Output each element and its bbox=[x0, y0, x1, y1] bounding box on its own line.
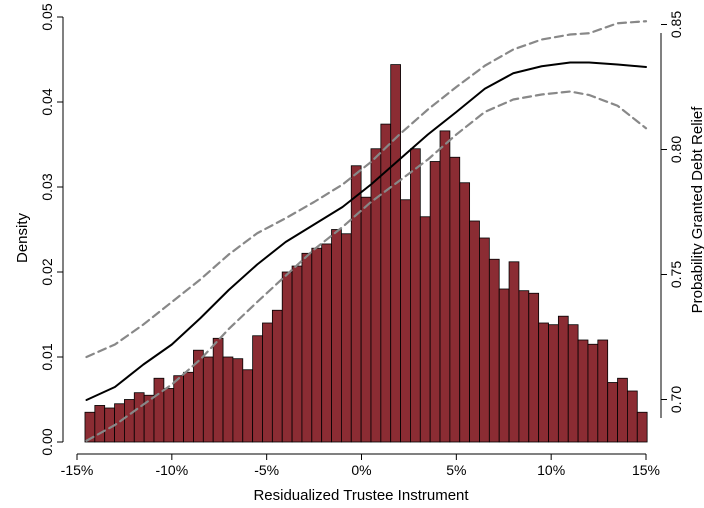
x-tick-label: 0% bbox=[351, 462, 371, 478]
histogram-bar bbox=[459, 182, 471, 443]
histogram-bar bbox=[262, 322, 273, 443]
y-tick-label-left: 0.05 bbox=[39, 3, 55, 30]
axes: -15% -10% -5% 0% 5% 10% 15% 0.00 0.01 0.02 0.03 0.0… bbox=[39, 3, 684, 478]
histogram-bar bbox=[331, 229, 342, 443]
x-tick-label: -10% bbox=[155, 462, 188, 478]
histogram-bar bbox=[587, 343, 599, 443]
histogram-bar bbox=[449, 156, 461, 443]
histogram-bar bbox=[222, 356, 234, 443]
histogram-bar bbox=[173, 375, 184, 443]
histogram-bar bbox=[469, 220, 480, 443]
histogram-bar bbox=[479, 237, 490, 443]
x-tick-label: -5% bbox=[254, 462, 279, 478]
y-tick-label-right: 0.75 bbox=[668, 261, 684, 288]
x-tick-label: 15% bbox=[632, 462, 660, 478]
histogram-bar bbox=[281, 271, 293, 443]
histogram-bar bbox=[429, 161, 441, 443]
histogram-bar bbox=[271, 309, 283, 443]
histogram-bar bbox=[390, 64, 401, 443]
histogram-bar bbox=[153, 377, 165, 443]
x-tick-label: -15% bbox=[61, 462, 94, 478]
histogram-bar bbox=[212, 337, 224, 443]
y-tick-label-left: 0.00 bbox=[39, 428, 55, 455]
histogram-bar bbox=[350, 165, 362, 443]
y-tick-label-left: 0.02 bbox=[39, 258, 55, 285]
y-tick-label-left: 0.04 bbox=[39, 88, 55, 115]
histogram-bar bbox=[498, 288, 510, 443]
histogram-bar bbox=[488, 258, 500, 443]
histogram-bar bbox=[538, 322, 549, 443]
histogram-bar bbox=[400, 199, 411, 443]
histogram-bar bbox=[617, 377, 628, 443]
histogram-bar bbox=[508, 261, 520, 443]
upper-confidence-band-line bbox=[85, 20, 648, 359]
y-tick-label-right: 0.80 bbox=[668, 136, 684, 163]
fitted-probability-line bbox=[85, 61, 647, 401]
lower-confidence-band-line bbox=[85, 90, 648, 442]
histogram-bar bbox=[133, 392, 145, 443]
y-tick-label-left: 0.01 bbox=[39, 343, 55, 370]
histogram-bar bbox=[360, 196, 372, 443]
histogram-bar bbox=[94, 405, 106, 443]
histogram-bar bbox=[202, 356, 214, 443]
histogram-bar bbox=[311, 247, 323, 443]
histogram-bar bbox=[607, 382, 618, 443]
histogram-bar bbox=[340, 233, 352, 443]
series-lines bbox=[85, 20, 648, 442]
histogram-bar bbox=[163, 388, 175, 443]
histogram-bar bbox=[301, 252, 313, 443]
x-axis-title: Residualized Trustee Instrument bbox=[253, 487, 469, 504]
y-tick-label-right: 0.70 bbox=[668, 386, 684, 413]
histogram-bar bbox=[567, 324, 579, 443]
y-tick-label-left: 0.03 bbox=[39, 173, 55, 200]
x-tick-label: 5% bbox=[446, 462, 466, 478]
histogram-bar bbox=[577, 339, 589, 443]
histogram-bar bbox=[557, 315, 569, 443]
y-axis-title-left: Density bbox=[14, 212, 31, 263]
histogram-bar bbox=[291, 265, 303, 443]
histogram-bar bbox=[518, 290, 530, 443]
histogram-bar bbox=[597, 339, 609, 443]
histogram-bar bbox=[321, 243, 332, 443]
y-tick-label-right: 0.85 bbox=[668, 11, 684, 38]
histogram-bar bbox=[232, 358, 244, 443]
histogram-bar bbox=[419, 216, 431, 443]
histogram-bar bbox=[410, 148, 421, 443]
histogram-bar bbox=[252, 335, 263, 443]
histogram-bar bbox=[242, 369, 254, 443]
histogram-bar bbox=[114, 403, 125, 443]
histogram-bars bbox=[84, 64, 648, 443]
histogram-bar bbox=[183, 371, 194, 443]
histogram-bar bbox=[548, 324, 559, 443]
histogram-bar bbox=[439, 130, 451, 443]
histogram-bar bbox=[627, 390, 638, 443]
x-tick-label: 10% bbox=[537, 462, 565, 478]
histogram-bar bbox=[124, 399, 135, 443]
histogram-bar bbox=[370, 148, 382, 443]
histogram-bar bbox=[528, 292, 540, 443]
y-axis-title-right: Probability Granted Debt Relief bbox=[689, 106, 704, 314]
histogram-bar bbox=[636, 411, 648, 443]
